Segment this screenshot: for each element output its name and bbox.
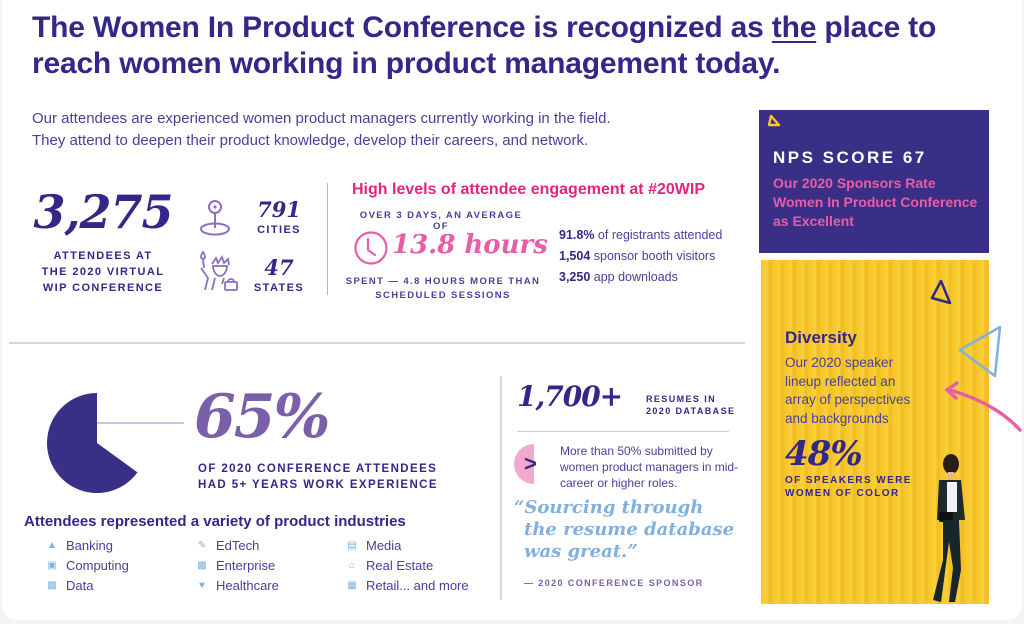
nps-subtitle: Our 2020 Sponsors Rate Women In Product … xyxy=(773,175,978,229)
industry-item: ▩ Data xyxy=(46,575,196,595)
engagement-stat: 91.8% of registrants attended xyxy=(559,225,722,246)
title-part1: The Women In Product Conference is recog… xyxy=(32,11,772,44)
quote-attribution: — 2020 CONFERENCE SPONSOR xyxy=(524,578,704,588)
diversity-title: Diversity xyxy=(785,328,857,347)
stat-label: sponsor booth visitors xyxy=(590,249,716,263)
resumes-count: 1,700+ xyxy=(517,380,623,413)
spent-line-1: SPENT — 4.8 HOURS MORE THAN xyxy=(345,276,541,287)
monitor-icon: ▣ xyxy=(47,559,57,571)
divider-vertical-2 xyxy=(500,376,502,600)
industry-label: Media xyxy=(366,537,402,553)
industry-label: EdTech xyxy=(216,537,260,553)
nps-title: NPS SCORE 67 xyxy=(773,148,927,167)
engagement-hours: 13.8 hours xyxy=(392,230,548,260)
stat-value: 1,504 xyxy=(559,249,591,263)
industries-list: ▲ Banking ✎ EdTech ▤ Media ▣ Computing ▩ Ente… xyxy=(46,535,469,595)
nps-panel: NPS SCORE 67 Our 2020 Sponsors Rate Wome… xyxy=(759,110,989,253)
engagement-stat: 1,504 sponsor booth visitors xyxy=(559,246,722,267)
woman-walking-photo xyxy=(933,454,965,602)
industry-label: Healthcare xyxy=(216,577,279,593)
resumes-label: RESUMES IN 2020 DATABASE xyxy=(646,393,735,417)
stat-label: app downloads xyxy=(590,270,678,284)
greater-than-icon: > xyxy=(524,451,537,476)
shop-icon: ▦ xyxy=(347,579,357,591)
diversity-text: Our 2020 speaker lineup reflected an arr… xyxy=(785,355,911,426)
industry-label: Enterprise xyxy=(216,557,276,573)
industry-item: ♥ Healthcare xyxy=(196,575,346,595)
statue-of-liberty-icon xyxy=(200,250,238,291)
industries-title: Attendees represented a variety of produ… xyxy=(24,513,406,530)
quote-line-3: was great.” xyxy=(524,541,638,562)
stat-value: 91.8% xyxy=(559,228,595,242)
resumes-label-line-1: RESUMES IN xyxy=(646,394,717,404)
half-circle-decoration xyxy=(514,444,534,484)
resumes-detail: More than 50% submitted by women product… xyxy=(560,444,739,490)
spent-line-2: SCHEDULED SESSIONS xyxy=(375,290,511,301)
states-label: STATES xyxy=(253,282,305,294)
engagement-title: High levels of attendee engagement at #2… xyxy=(352,181,705,198)
diversity-label: OF SPEAKERS WERE WOMEN OF COLOR xyxy=(785,474,912,500)
industry-label: Computing xyxy=(66,557,129,573)
attendee-label-line-2: THE 2020 VIRTUAL xyxy=(41,266,165,278)
heart-icon: ♥ xyxy=(199,579,205,591)
divider-horizontal xyxy=(9,342,745,344)
diversity-percent: 48% xyxy=(785,434,863,474)
diversity-label-line-2: WOMEN OF COLOR xyxy=(785,488,900,499)
experience-label: OF 2020 CONFERENCE ATTENDEES HAD 5+ YEAR… xyxy=(198,461,438,493)
experience-label-line-2: HAD 5+ YEARS WORK EXPERIENCE xyxy=(198,479,438,491)
industry-item: ▩ Enterprise xyxy=(196,555,346,575)
map-pin-icon xyxy=(200,200,230,236)
engagement-stats-list: 91.8% of registrants attended 1,504 spon… xyxy=(559,225,722,288)
industry-item: ▤ Media xyxy=(346,535,476,555)
resumes-label-line-2: 2020 DATABASE xyxy=(646,406,736,416)
engagement-spent-label: SPENT — 4.8 HOURS MORE THAN SCHEDULED SE… xyxy=(345,275,541,303)
stat-value: 3,250 xyxy=(559,270,591,284)
bank-icon: ▲ xyxy=(47,539,57,551)
industry-label: Data xyxy=(66,577,94,593)
pencil-icon: ✎ xyxy=(197,539,207,551)
industry-item: ▣ Computing xyxy=(46,555,196,575)
bar-chart-icon: ▩ xyxy=(47,579,57,591)
quote-line-2: the resume database xyxy=(524,519,735,540)
experience-label-line-1: OF 2020 CONFERENCE ATTENDEES xyxy=(198,463,438,475)
clock-icon xyxy=(354,231,388,265)
industry-item: ▦ Retail... and more xyxy=(346,575,476,595)
industry-item: ✎ EdTech xyxy=(196,535,346,555)
industry-item: ⌂ Real Estate xyxy=(346,555,476,575)
page-title: The Women In Product Conference is recog… xyxy=(32,10,992,82)
industry-label: Banking xyxy=(66,537,113,553)
industry-item: ▲ Banking xyxy=(46,535,196,555)
intro-paragraph: Our attendees are experienced women prod… xyxy=(32,108,732,152)
attendee-label-line-3: WIP CONFERENCE xyxy=(42,282,164,294)
triangle-icon xyxy=(767,114,781,127)
house-icon: ⌂ xyxy=(348,559,356,571)
quote-line-1: “Sourcing through xyxy=(514,497,704,518)
intro-line-1: Our attendees are experienced women prod… xyxy=(32,110,611,127)
cities-label: CITIES xyxy=(257,224,301,236)
sponsor-quote: “Sourcing through the resume database wa… xyxy=(514,497,734,563)
building-icon: ▩ xyxy=(197,559,207,571)
diversity-panel: Diversity Our 2020 speaker lineup reflec… xyxy=(761,260,989,604)
intro-line-2: They attend to deepen their product know… xyxy=(32,132,589,149)
experience-percent: 65% xyxy=(194,382,331,452)
diversity-label-line-1: OF SPEAKERS WERE xyxy=(785,475,912,486)
attendee-count: 3,275 xyxy=(33,185,173,239)
industry-label: Real Estate xyxy=(366,557,434,573)
title-part2: place to reach women working in product … xyxy=(32,11,937,80)
engagement-stat: 3,250 app downloads xyxy=(559,267,722,288)
cities-value: 791 xyxy=(257,197,301,222)
attendee-label-line-1: ATTENDEES AT xyxy=(53,250,153,262)
stat-label: of registrants attended xyxy=(594,228,723,242)
media-icon: ▤ xyxy=(347,539,357,551)
attendee-label: ATTENDEES AT THE 2020 VIRTUAL WIP CONFER… xyxy=(26,248,180,296)
divider-vertical-1 xyxy=(327,183,328,295)
resumes-divider xyxy=(517,431,729,432)
engagement-over-label: OVER 3 DAYS, AN AVERAGE OF xyxy=(359,210,523,232)
experience-pie-chart xyxy=(46,393,184,493)
pie-slice-experience xyxy=(46,393,138,493)
title-emphasis: the xyxy=(771,11,817,44)
industry-label: Retail... and more xyxy=(366,577,469,593)
states-value: 47 xyxy=(264,255,294,280)
